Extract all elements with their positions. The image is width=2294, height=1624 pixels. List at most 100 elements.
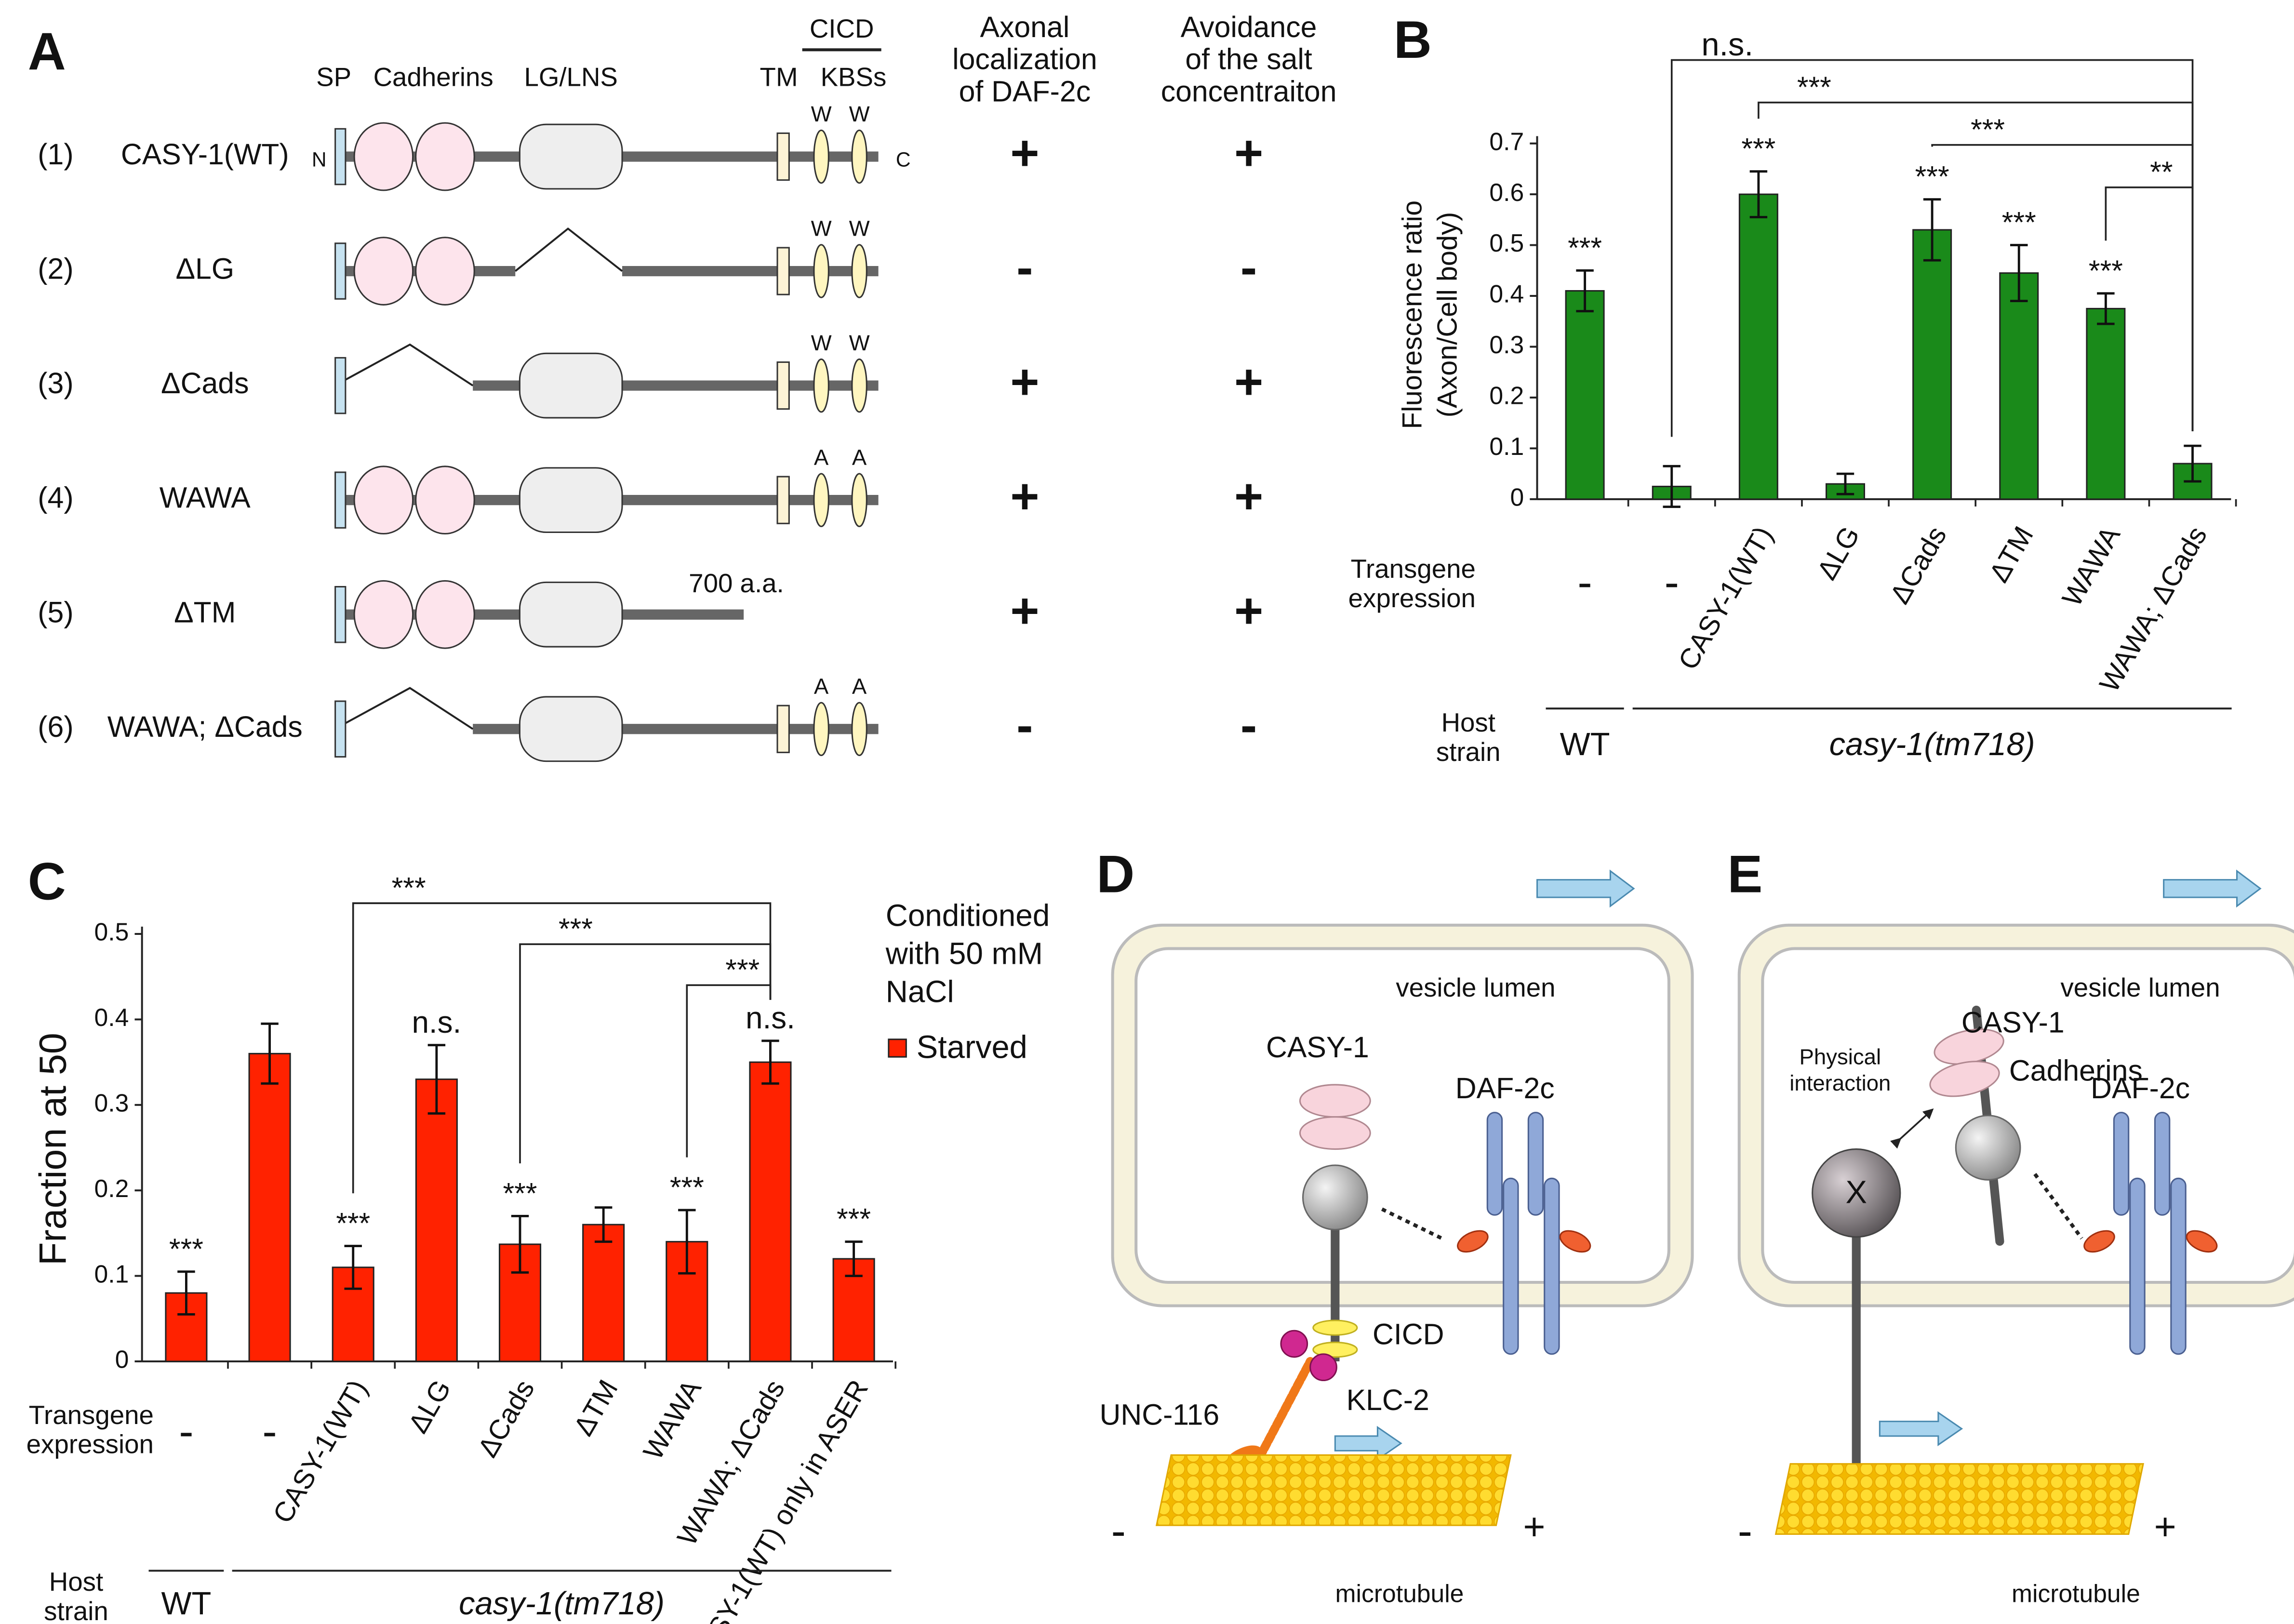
bar <box>248 1052 291 1362</box>
signal-peptide <box>334 357 347 414</box>
cadherin <box>1299 1116 1371 1150</box>
kbs <box>813 244 829 298</box>
x-tick-label: - <box>1665 558 1679 607</box>
kbs-residue: W <box>811 102 832 126</box>
y-tick-label: 0.3 <box>1489 331 1524 359</box>
n-terminus: N <box>312 148 327 171</box>
kbs <box>851 358 867 413</box>
panel-label: C <box>28 852 66 911</box>
legend-title: with 50 mM <box>885 936 1043 971</box>
header-axonal: localization <box>952 43 1097 76</box>
row-number: (6) <box>38 710 73 743</box>
host-group-name: casy-1(tm718) <box>1829 727 2035 762</box>
daf2c-receptor <box>1503 1177 1519 1355</box>
row-number: (5) <box>38 596 73 628</box>
y-tick-label: 0.3 <box>94 1089 129 1117</box>
kbs-residue: W <box>811 216 832 241</box>
daf2c-receptor <box>1544 1177 1560 1355</box>
kbs <box>813 473 829 527</box>
x-tick-label: ΔLG <box>402 1375 457 1438</box>
x-axis-label: Transgene <box>29 1400 154 1430</box>
kbs <box>851 473 867 527</box>
row-name: ΔTM <box>174 596 236 628</box>
row-name: ΔLG <box>175 253 234 285</box>
axonal-result: + <box>1010 125 1039 180</box>
significance-label: *** <box>1568 231 1602 264</box>
cadherin <box>415 237 475 306</box>
avoidance-result: + <box>1234 468 1263 524</box>
legend-title: Conditioned <box>886 898 1050 932</box>
avoidance-result: + <box>1234 354 1263 409</box>
x-tick-label: - <box>179 1407 193 1456</box>
physical-label: Physical <box>1800 1044 1881 1069</box>
y-tick-label: 0.5 <box>1489 229 1524 257</box>
header-tm: TM <box>760 62 798 92</box>
comparison-bracket <box>686 984 772 1158</box>
signal-peptide <box>334 471 347 529</box>
significance-label: *** <box>503 1177 537 1210</box>
kbs <box>813 129 829 184</box>
panel-label: B <box>1394 11 1432 69</box>
daf2c-receptor <box>2113 1112 2130 1216</box>
unc116-stalk <box>1252 1357 1315 1468</box>
daf2c-kinase <box>1457 1230 1489 1253</box>
significance-label: n.s. <box>412 1005 461 1039</box>
axonal-result: - <box>1016 697 1033 753</box>
comparison-label: *** <box>559 912 593 945</box>
significance-label: *** <box>1915 160 1949 193</box>
header-cadherins: Cadherins <box>373 62 493 92</box>
avoidance-result: + <box>1234 125 1263 180</box>
significance-label: *** <box>169 1232 203 1265</box>
x-tick-label: WAWA <box>638 1374 707 1465</box>
x-axis-label: expression <box>1348 584 1476 613</box>
x-tick-label: - <box>1577 558 1592 607</box>
header-avoidance: concentraiton <box>1161 75 1337 107</box>
tm-domain <box>776 361 790 410</box>
daf2c-receptor <box>1486 1112 1503 1216</box>
cadherin <box>1929 1061 2000 1097</box>
daf2c-label: DAF-2c <box>2091 1072 2190 1105</box>
avoidance-result: - <box>1240 697 1257 753</box>
bar <box>1738 193 1778 500</box>
row-name: WAWA <box>160 481 251 514</box>
klc2 <box>1309 1353 1337 1382</box>
significance-label: *** <box>336 1207 370 1239</box>
kbs-residue: W <box>811 331 832 355</box>
lg-domain <box>519 123 623 190</box>
kbs-residue: W <box>849 216 870 241</box>
kbs <box>813 702 829 756</box>
significance-label: *** <box>2089 254 2123 287</box>
row-number: (2) <box>38 253 73 285</box>
cadherin <box>353 122 414 191</box>
axonal-result: + <box>1010 583 1039 638</box>
header-cicd: CICD <box>810 14 874 43</box>
microtubule <box>1155 1454 1512 1526</box>
header-lg: LG/LNS <box>524 62 617 92</box>
kbs <box>813 358 829 413</box>
cadherin <box>353 580 414 649</box>
lumen-label: vesicle lumen <box>2060 973 2220 1002</box>
host-label: strain <box>44 1597 108 1624</box>
kbs <box>1312 1319 1358 1336</box>
row-name: CASY-1(WT) <box>121 138 289 171</box>
y-tick-label: 0.2 <box>1489 382 1524 410</box>
host-group-name: WT <box>161 1586 211 1622</box>
direction-arrow <box>1879 1411 1963 1447</box>
host-group-name: casy-1(tm718) <box>459 1586 665 1622</box>
kbs <box>851 702 867 756</box>
header-axonal: of DAF-2c <box>959 75 1091 107</box>
y-tick-label: 0.5 <box>94 918 129 946</box>
daf2c-receptor <box>1527 1112 1544 1216</box>
cadherin <box>353 466 414 535</box>
kbs-residue: A <box>814 445 829 470</box>
comparison-label: *** <box>725 953 760 986</box>
x-tick-label: WAWA <box>2056 521 2126 612</box>
tm-domain <box>776 705 790 753</box>
significance-label: *** <box>837 1202 871 1235</box>
lg-domain <box>519 467 623 533</box>
daf2c-receptor <box>2129 1177 2146 1355</box>
x-protein <box>1812 1148 1901 1238</box>
cadherin <box>1299 1084 1371 1118</box>
y-tick-label: 0.1 <box>1489 432 1524 460</box>
y-axis-label: (Axon/Cell body) <box>1432 212 1463 418</box>
